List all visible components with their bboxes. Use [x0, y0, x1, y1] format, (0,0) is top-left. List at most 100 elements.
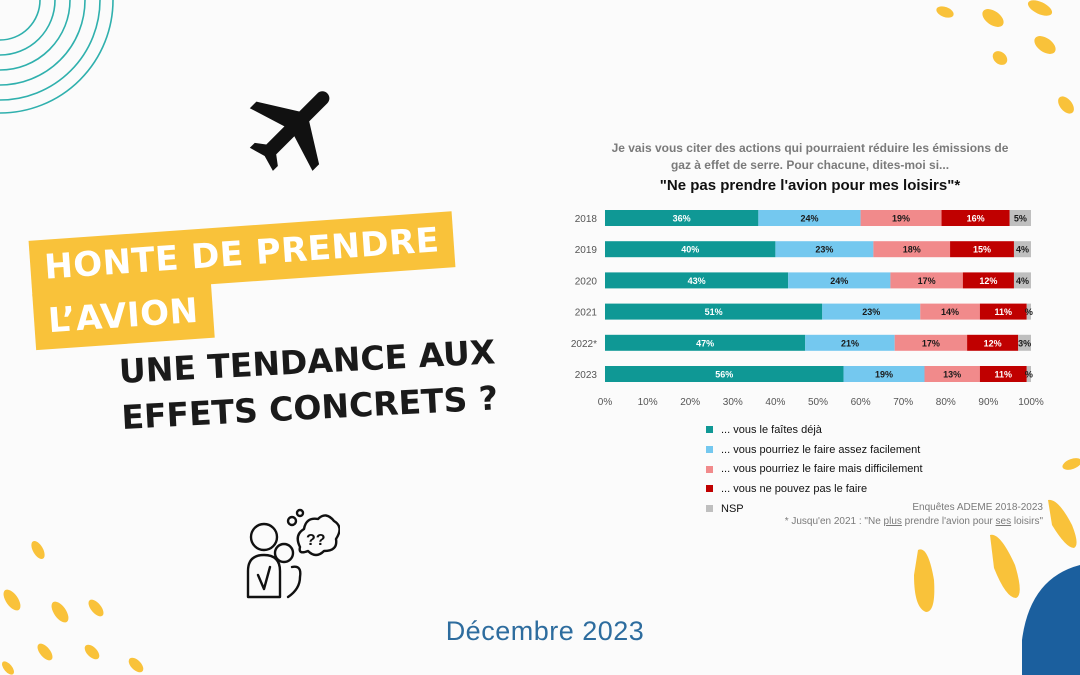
x-tick-label: 50% [808, 397, 828, 408]
data-label: 56% [715, 370, 733, 380]
stacked-bar-chart: 2018 36% 24% 19% 16% 5% 2019 40% 23% 18% 15% 4% 2020… [571, 210, 1044, 408]
bar-segment [605, 210, 759, 226]
data-label: 40% [681, 245, 699, 255]
data-label: 16% [967, 214, 985, 224]
x-tick-label: 80% [936, 397, 956, 408]
y-tick-label: 2018 [575, 214, 598, 225]
x-tick-label: 60% [851, 397, 871, 408]
data-label: 5% [1014, 214, 1027, 224]
y-tick-label: 2023 [575, 370, 598, 381]
bar-segment [894, 334, 968, 351]
bar-segment [605, 241, 776, 258]
data-label: 14% [941, 307, 959, 317]
bar-segment [822, 303, 921, 320]
legend-item: ... vous le faîtes déjà [706, 420, 923, 440]
y-tick-label: 2022* [571, 339, 597, 350]
bar-segment [873, 241, 951, 258]
legend-item: ... vous ne pouvez pas le faire [706, 479, 923, 499]
data-label: 15% [973, 245, 991, 255]
bar-segment [1018, 334, 1031, 351]
legend-label: ... vous pourriez le faire mais difficil… [721, 463, 923, 476]
data-label: 13% [943, 370, 961, 380]
data-label: 19% [875, 370, 893, 380]
bar-segment [924, 366, 980, 382]
data-label: % [1025, 370, 1033, 380]
legend-item: NSP [706, 499, 923, 519]
svg-text:??: ?? [306, 532, 326, 549]
data-label: 11% [995, 307, 1013, 317]
bar-segment [1026, 303, 1031, 320]
data-label: 11% [995, 370, 1013, 380]
bar-segment [788, 272, 891, 289]
x-tick-label: 100% [1018, 397, 1044, 408]
data-label: 12% [979, 276, 997, 286]
bar-segment [1013, 272, 1031, 289]
footnote-underlined-word: ses [995, 516, 1012, 527]
data-label: 21% [841, 338, 859, 348]
chart-question: Je vais vous citer des actions qui pourr… [611, 141, 1009, 172]
data-label: % [1025, 307, 1033, 317]
bar-segment [962, 272, 1014, 289]
publication-date: Décembre 2023 [445, 616, 645, 646]
legend-swatch [706, 446, 713, 454]
x-tick-label: 0% [598, 397, 613, 408]
bar-segment [1009, 210, 1031, 226]
yellow-dashes-bottom-left [2, 540, 144, 675]
y-tick-label: 2020 [575, 276, 598, 287]
bar-segment [805, 334, 895, 351]
data-label: 36% [673, 214, 691, 224]
legend-swatch [706, 485, 713, 493]
legend-label: NSP [721, 502, 744, 515]
legend-item: ... vous pourriez le faire assez facilem… [706, 440, 923, 460]
teal-arcs-decoration [0, 0, 114, 114]
bar-segment [890, 272, 963, 289]
data-label: 19% [892, 214, 910, 224]
legend-swatch [706, 505, 713, 513]
x-tick-label: 10% [638, 397, 658, 408]
x-tick-label: 70% [893, 397, 913, 408]
bar-segment [920, 303, 980, 320]
bar-segment [979, 366, 1027, 382]
data-label: 12% [984, 338, 1002, 348]
bar-segment [1026, 366, 1031, 382]
bar-segment [950, 241, 1014, 258]
footnote-part: * Jusqu'en 2021 : "Ne [784, 516, 884, 527]
legend-label: ... vous le faîtes déjà [721, 423, 822, 436]
chart-legend: ... vous le faîtes déjà ... vous pourriez… [706, 420, 923, 518]
bar-segment [605, 366, 844, 382]
yellow-dashes-bottom-right [914, 458, 1080, 612]
legend-swatch [706, 426, 713, 434]
x-tick-label: 20% [680, 397, 700, 408]
x-tick-label: 90% [978, 397, 998, 408]
data-label: 17% [922, 338, 940, 348]
data-label: 18% [903, 245, 921, 255]
airplane-icon [249, 91, 330, 171]
footnote-part: prendre l'avion pour [901, 516, 996, 527]
data-label: 3% [1018, 338, 1031, 348]
data-label: 4% [1016, 276, 1029, 286]
chart-footnote: * Jusqu'en 2021 : "Ne plus prendre l'avi… [740, 516, 1043, 527]
data-label: 24% [830, 276, 848, 286]
bar-segment [843, 366, 925, 382]
bar-segment [775, 241, 874, 258]
data-label: 23% [815, 245, 833, 255]
bar-segment [605, 272, 789, 289]
legend-swatch [706, 465, 713, 473]
bar-segment [967, 334, 1019, 351]
bar-segment [605, 334, 806, 351]
bar-segment [979, 303, 1027, 320]
legend-label: ... vous pourriez le faire assez facilem… [721, 443, 921, 456]
yellow-dashes-top-right [936, 0, 1074, 114]
chart-source: Enquêtes ADEME 2018-2023 [912, 502, 1043, 513]
data-label: 51% [705, 307, 723, 317]
footnote-part: loisirs" [1011, 516, 1043, 527]
legend-item: ... vous pourriez le faire mais difficil… [706, 459, 923, 479]
data-label: 43% [688, 276, 706, 286]
bar-segment [860, 210, 942, 226]
thinking-person-icon: ?? [246, 508, 340, 599]
bar-segment [758, 210, 861, 226]
data-label: 47% [696, 338, 714, 348]
navy-circle-decoration [1022, 565, 1080, 675]
y-tick-label: 2019 [575, 245, 598, 256]
